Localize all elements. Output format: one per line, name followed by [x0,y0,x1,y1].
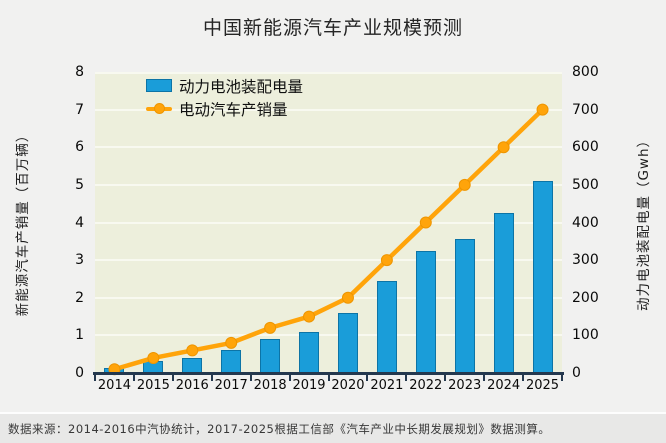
right-axis-tick: 100 [572,327,599,344]
legend-bar-swatch-icon [146,79,172,92]
left-axis-title: 新能源汽车产销量（百万辆） [15,127,31,317]
data-point-2023 [458,178,471,191]
legend-item-vehicles: 电动汽车产销量 [146,97,303,120]
legend-line-swatch-icon [146,102,172,115]
legend-label: 电动汽车产销量 [179,100,288,119]
gridline [95,334,562,337]
right-axis-tick: 200 [572,289,599,306]
x-axis-label: 2021 [370,378,404,393]
data-point-2018 [264,321,277,334]
gridline [95,221,562,224]
x-axis-tick [94,375,96,381]
x-axis-label: 2015 [136,378,170,393]
source-note: 数据来源：2014-2016中汽协统计，2017-2025根据工信部《汽车产业中… [8,422,551,436]
data-point-2019 [303,310,316,323]
source-strip: 数据来源：2014-2016中汽协统计，2017-2025根据工信部《汽车产业中… [0,412,666,443]
gridline [95,259,562,262]
x-axis-tick [405,375,408,381]
x-axis-line [93,372,564,375]
data-point-2016 [186,344,199,357]
left-axis-tick: 1 [75,327,84,344]
x-axis-label: 2019 [292,378,326,393]
right-axis-tick: 800 [572,64,599,80]
x-axis-label: 2025 [525,378,560,393]
data-point-2017 [225,336,238,349]
left-axis-tick: 8 [75,64,84,80]
gridline [95,72,562,74]
x-axis-label: 2023 [448,378,482,393]
gridline [95,108,562,111]
x-axis-label: 2022 [409,378,443,393]
data-point-2025 [536,103,549,116]
x-axis-tick [561,375,563,381]
right-axis-title: 动力电池装配电量（Gwh） [636,132,652,312]
right-axis-tick: 700 [572,101,599,118]
x-axis-tick [483,375,486,381]
gridline [95,146,562,149]
legend-label: 动力电池装配电量 [179,77,304,96]
left-axis-tick: 5 [75,176,84,193]
data-point-2015 [147,351,160,364]
x-axis-label: 2017 [214,378,248,393]
left-axis-tick: 4 [75,214,84,231]
left-axis-tick: 3 [75,252,84,269]
left-axis-tick: 7 [75,101,84,118]
data-point-2021 [380,254,393,267]
x-axis-tick [171,375,174,381]
legend-item-battery: 动力电池装配电量 [146,74,303,97]
right-axis-tick: 300 [572,252,599,269]
x-axis-label: 2020 [331,378,365,393]
left-axis-tick: 6 [75,139,84,156]
plot-area [95,72,562,376]
x-axis-label: 2014 [97,378,131,393]
x-axis-tick [444,375,447,381]
right-axis-tick: 400 [572,214,599,231]
data-point-2024 [497,141,510,154]
x-axis-tick [210,375,213,381]
x-axis-tick [522,375,525,381]
x-axis-label: 2016 [175,378,209,393]
right-axis-tick: 0 [572,365,581,381]
x-axis-tick [288,375,291,381]
right-axis-tick: 600 [572,139,599,156]
left-axis-tick: 2 [75,289,84,306]
x-axis-tick [327,375,330,381]
right-axis-tick: 500 [572,176,599,193]
data-point-2022 [419,216,432,229]
x-axis-tick [249,375,252,381]
line-series [108,103,549,376]
gridline [95,183,562,186]
chart-title: 中国新能源汽车产业规模预测 [202,17,463,39]
data-point-2020 [341,291,354,304]
x-axis-tick [366,375,369,381]
x-axis-label: 2024 [487,378,521,393]
x-axis-tick [132,375,135,381]
gridline [95,296,562,299]
chart-legend: 动力电池装配电量 电动汽车产销量 [146,74,303,120]
left-axis-tick: 0 [75,365,84,381]
x-axis-label: 2018 [253,378,287,393]
